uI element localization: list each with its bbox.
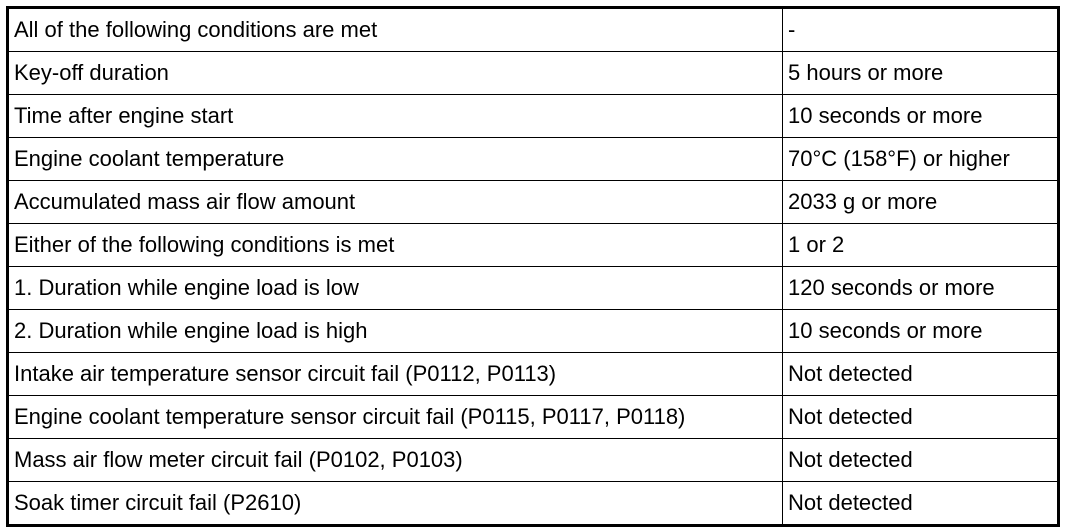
value-cell: Not detected [782,395,1059,439]
condition-cell: Time after engine start [7,94,783,138]
condition-cell: Intake air temperature sensor circuit fa… [7,352,783,396]
value-cell: 5 hours or more [782,51,1059,95]
table-body: All of the following conditions are met -… [7,7,1059,526]
table-row: Intake air temperature sensor circuit fa… [7,352,1059,396]
value-cell: 1 or 2 [782,223,1059,267]
table-row: 2. Duration while engine load is high 10 … [7,309,1059,353]
condition-cell: Engine coolant temperature [7,137,783,181]
condition-cell: Mass air flow meter circuit fail (P0102,… [7,438,783,482]
table-row: Soak timer circuit fail (P2610) Not detec… [7,481,1059,526]
value-cell: 120 seconds or more [782,266,1059,310]
condition-cell: Accumulated mass air flow amount [7,180,783,224]
condition-cell: Key-off duration [7,51,783,95]
value-cell: 2033 g or more [782,180,1059,224]
table-row: Engine coolant temperature sensor circui… [7,395,1059,439]
value-cell: 70°C (158°F) or higher [782,137,1059,181]
table-row: Key-off duration 5 hours or more [7,51,1059,95]
condition-cell: All of the following conditions are met [7,7,783,52]
table-row: Accumulated mass air flow amount 2033 g o… [7,180,1059,224]
table-row: Mass air flow meter circuit fail (P0102,… [7,438,1059,482]
condition-cell: 1. Duration while engine load is low [7,266,783,310]
table-row: All of the following conditions are met - [7,7,1059,52]
condition-cell: Engine coolant temperature sensor circui… [7,395,783,439]
table-row: Engine coolant temperature 70°C (158°F) o… [7,137,1059,181]
value-cell: Not detected [782,438,1059,482]
conditions-table: All of the following conditions are met -… [6,6,1060,527]
table-row: 1. Duration while engine load is low 120 … [7,266,1059,310]
value-cell: 10 seconds or more [782,309,1059,353]
table-row: Time after engine start 10 seconds or mor… [7,94,1059,138]
value-cell: - [782,7,1059,52]
condition-cell: 2. Duration while engine load is high [7,309,783,353]
condition-cell: Soak timer circuit fail (P2610) [7,481,783,526]
table-row: Either of the following conditions is me… [7,223,1059,267]
value-cell: Not detected [782,352,1059,396]
value-cell: Not detected [782,481,1059,526]
condition-cell: Either of the following conditions is me… [7,223,783,267]
value-cell: 10 seconds or more [782,94,1059,138]
